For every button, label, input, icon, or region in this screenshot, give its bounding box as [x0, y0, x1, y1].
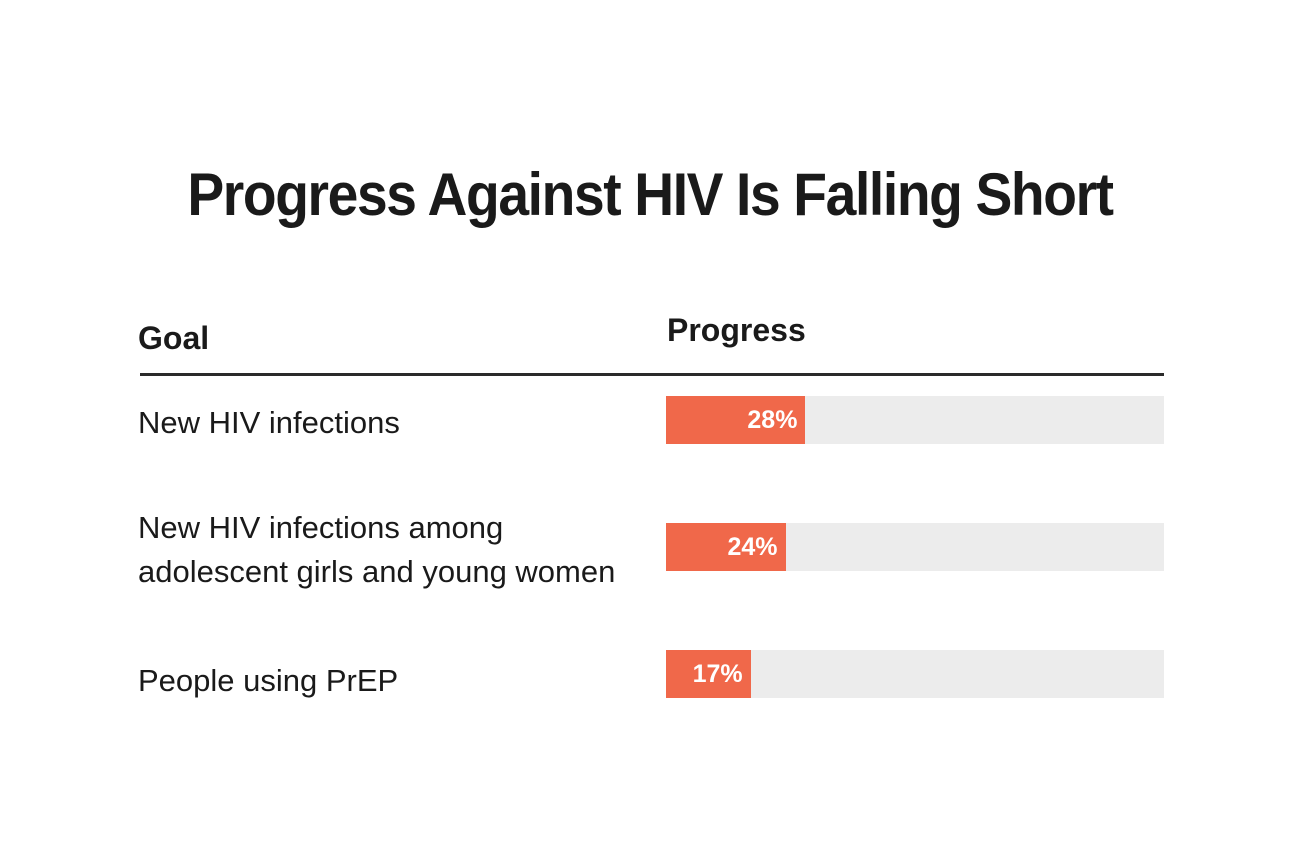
goal-label-prep: People using PrEP: [138, 663, 399, 698]
goal-label-new-infections: New HIV infections: [138, 405, 400, 440]
chart-title: Progress Against HIV Is Falling Short: [187, 161, 1114, 228]
header-divider: [140, 373, 1164, 376]
progress-column-header: Progress: [667, 312, 806, 348]
bar-value-label: 24%: [727, 533, 778, 561]
bar-value-label: 17%: [692, 660, 743, 688]
bar-track-prep: 17%: [666, 650, 1164, 698]
bar-adolescent-girls: 24%: [666, 523, 786, 571]
bar-track-new-infections: 28%: [666, 396, 1164, 444]
goal-column-header: Goal: [138, 320, 210, 356]
bar-value-label: 28%: [747, 406, 798, 434]
bar-prep: 17%: [666, 650, 751, 698]
bar-track-adolescent-girls: 24%: [666, 523, 1164, 571]
goal-label-adolescent-girls: New HIV infections among adolescent girl…: [138, 510, 616, 589]
bar-new-infections: 28%: [666, 396, 806, 444]
